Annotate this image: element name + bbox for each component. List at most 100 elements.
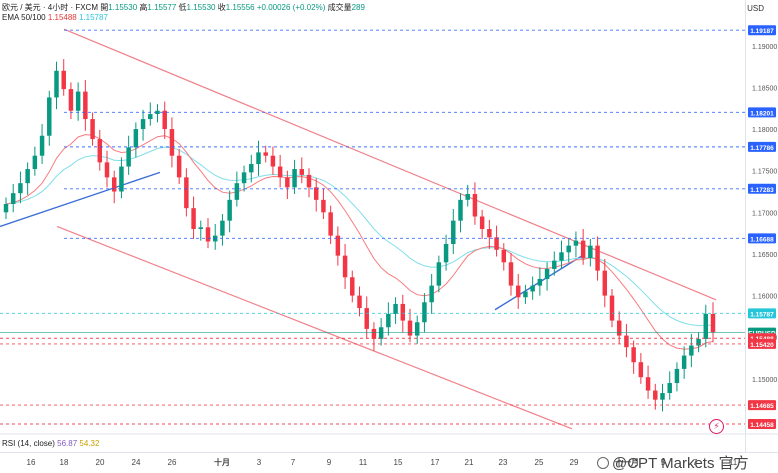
- price-label-box: [748, 25, 776, 36]
- alert-icon[interactable]: ⚡: [709, 419, 724, 434]
- candle: [25, 162, 30, 195]
- candle: [660, 383, 665, 412]
- candle: [479, 209, 485, 239]
- rsi-legend[interactable]: RSI (14, close) 56.87 54.32: [2, 439, 99, 448]
- candle: [212, 223, 218, 250]
- x-tick-label: 11: [729, 458, 738, 467]
- candle-body: [523, 291, 528, 298]
- candle-body: [422, 302, 427, 323]
- candle-body: [205, 227, 211, 242]
- candle-body: [674, 368, 680, 384]
- candle: [234, 171, 240, 207]
- x-tick-label: 20: [96, 458, 105, 467]
- rsi-value-1: 56.87: [57, 439, 78, 448]
- candle: [508, 253, 514, 296]
- candle: [263, 145, 268, 163]
- candle: [191, 196, 196, 239]
- candle: [436, 255, 442, 293]
- x-tick-label: 16: [27, 458, 36, 467]
- candle: [176, 149, 182, 185]
- candle-body: [342, 255, 348, 278]
- candle: [588, 238, 593, 267]
- candle: [140, 109, 146, 141]
- candle-body: [299, 169, 305, 175]
- candle-body: [407, 320, 413, 336]
- candle-body: [25, 169, 30, 184]
- y-tick-label: 1.16000: [752, 294, 777, 301]
- candle-body: [155, 110, 160, 115]
- candle-body: [357, 295, 362, 309]
- candle: [386, 302, 391, 336]
- candle: [595, 236, 600, 281]
- candle: [169, 117, 175, 168]
- candle: [75, 82, 81, 121]
- candle-body: [494, 237, 499, 250]
- candle-body: [18, 183, 23, 194]
- candle: [638, 353, 644, 384]
- x-tick-label: 23: [499, 458, 508, 467]
- candle-body: [465, 194, 470, 200]
- x-tick-label: 十月: [214, 457, 230, 467]
- candle-body: [364, 308, 369, 329]
- price-label: 1.15787: [750, 311, 774, 318]
- candle-body: [328, 212, 333, 236]
- candle: [277, 154, 283, 188]
- x-tick-label: 17: [431, 458, 440, 467]
- candle-body: [429, 285, 434, 303]
- candle-body: [458, 199, 463, 221]
- candle: [552, 251, 557, 276]
- candle: [270, 146, 276, 175]
- price-label-box: [748, 400, 776, 411]
- x-tick-label: 十一月: [615, 457, 639, 467]
- candle: [133, 122, 139, 158]
- candle-body: [97, 139, 103, 163]
- price-label: 1.14458: [750, 422, 774, 429]
- candle-body: [508, 262, 514, 286]
- candle: [487, 219, 492, 249]
- candle: [328, 205, 333, 244]
- candle-body: [414, 322, 420, 336]
- candle-body: [54, 70, 59, 98]
- candle: [566, 238, 571, 263]
- candle: [126, 135, 131, 175]
- candle-body: [501, 249, 507, 263]
- candle-body: [638, 362, 644, 378]
- candle-body: [681, 355, 687, 369]
- candle: [306, 168, 312, 198]
- candle: [616, 311, 622, 344]
- symbol-legend: 欧元 / 美元 · 4小时 · FXCM 開1.15530 高1.15577 低…: [2, 3, 365, 12]
- x-tick-label: 3: [257, 458, 262, 467]
- candle: [342, 243, 348, 289]
- candle: [227, 190, 232, 233]
- candle-body: [559, 252, 564, 261]
- ema50-value: 1.15488: [47, 13, 77, 22]
- trend-line-1: [0, 171, 161, 228]
- currency-label[interactable]: USD: [747, 4, 764, 13]
- candle-body: [573, 240, 579, 246]
- open-value: 1.15530: [108, 3, 138, 12]
- candle-body: [61, 70, 66, 90]
- candle-body: [616, 320, 622, 336]
- candle-body: [148, 114, 153, 120]
- candle: [631, 340, 636, 374]
- price-label: 1.16688: [750, 236, 774, 243]
- candle: [559, 240, 564, 269]
- candle: [422, 293, 427, 333]
- candle-body: [537, 278, 543, 286]
- x-tick-label: 7: [693, 458, 698, 467]
- candle: [523, 284, 528, 304]
- candle: [162, 101, 167, 140]
- y-tick-label: 1.17000: [752, 210, 777, 217]
- y-tick-label: 1.16500: [752, 252, 777, 259]
- candle-body: [472, 194, 478, 217]
- channel-lower-line: [56, 225, 573, 430]
- candle: [32, 146, 38, 176]
- candle-body: [169, 129, 175, 156]
- price-label: 1.19187: [750, 28, 774, 35]
- candle-body: [306, 174, 312, 188]
- x-tick-label: 21: [465, 458, 474, 467]
- candle-body: [451, 220, 456, 244]
- candle-body: [140, 119, 146, 130]
- ema-legend[interactable]: EMA 50/100 1.15488 1.15787: [2, 13, 108, 22]
